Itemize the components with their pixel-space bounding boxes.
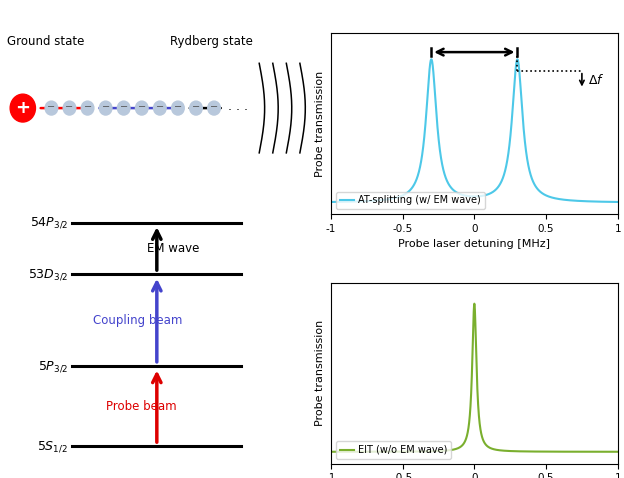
Text: Coupling beam: Coupling beam [92,314,182,327]
Circle shape [81,101,94,115]
Circle shape [208,101,220,115]
Text: Probe beam: Probe beam [107,400,177,413]
Text: $5P_{3/2}$: $5P_{3/2}$ [37,359,68,373]
Text: −: − [102,102,110,112]
Circle shape [99,101,112,115]
Text: . . .: . . . [228,100,248,113]
Text: −: − [192,102,200,112]
X-axis label: Probe laser detuning [MHz]: Probe laser detuning [MHz] [398,239,550,250]
Text: $\Delta f$: $\Delta f$ [588,73,604,87]
Text: −: − [120,102,128,112]
Circle shape [135,101,148,115]
Text: −: − [210,102,218,112]
Circle shape [172,101,184,115]
Text: −: − [66,102,74,112]
Legend: EIT (w/o EM wave): EIT (w/o EM wave) [336,441,451,459]
Circle shape [190,101,202,115]
Y-axis label: Probe transmission: Probe transmission [315,71,325,177]
Text: +: + [16,99,31,117]
Text: $54P_{3/2}$: $54P_{3/2}$ [30,216,68,230]
Circle shape [45,101,58,115]
Text: Rydberg state: Rydberg state [170,35,253,48]
Y-axis label: Probe transmission: Probe transmission [315,320,325,426]
Text: $5S_{1/2}$: $5S_{1/2}$ [37,439,68,454]
Legend: AT-splitting (w/ EM wave): AT-splitting (w/ EM wave) [336,192,485,209]
Circle shape [154,101,166,115]
Circle shape [63,101,76,115]
Text: −: − [47,102,56,112]
Text: −: − [138,102,146,112]
Text: Ground state: Ground state [7,35,84,48]
Text: $53D_{3/2}$: $53D_{3/2}$ [27,267,68,282]
Text: −: − [84,102,92,112]
Text: EM wave: EM wave [147,242,200,255]
Text: −: − [174,102,182,112]
Circle shape [117,101,130,115]
Text: −: − [156,102,164,112]
Circle shape [10,94,36,122]
